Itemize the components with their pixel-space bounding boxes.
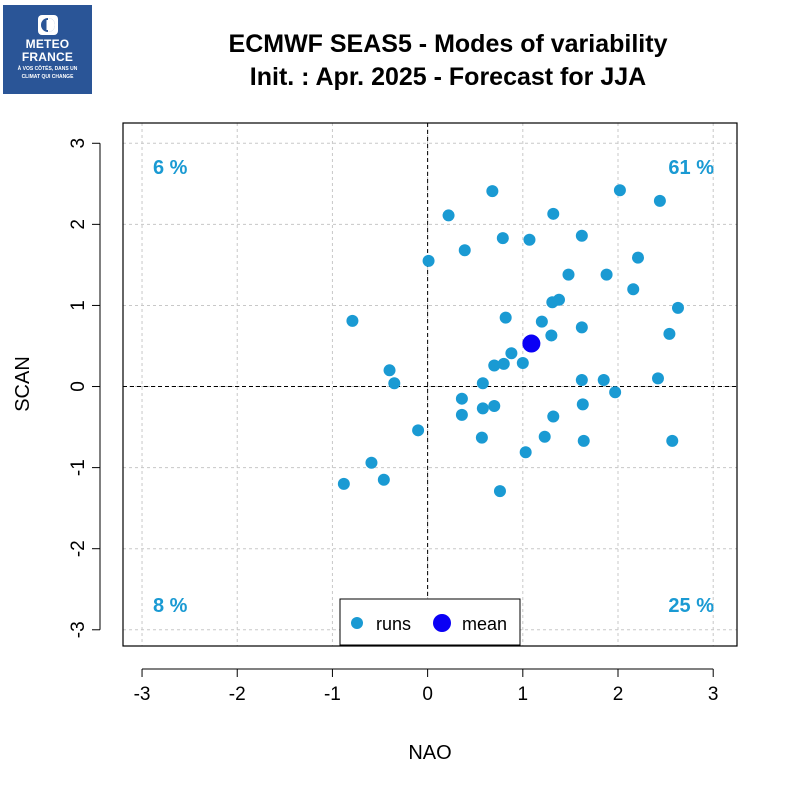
run-point [505,347,518,360]
y-tick-label: 3 [68,138,89,149]
run-point [337,477,350,490]
run-point [577,434,590,447]
y-axis: -3 -2 -1 0 1 2 3 [68,138,101,638]
run-point [516,357,529,370]
run-point [535,315,548,328]
mean-point [522,334,541,353]
legend-runs-marker [351,617,363,629]
run-point [412,424,425,437]
x-axis: -3 -2 -1 0 1 2 3 [134,668,719,705]
run-point [488,399,501,412]
run-point [562,268,575,281]
run-point [499,311,512,324]
x-tick-label: -2 [229,684,246,705]
logo-tagline-2: CLIMAT QUI CHANGE [21,74,74,80]
run-point [486,185,499,198]
run-point [613,184,626,197]
run-point [631,251,644,264]
legend-box [339,598,521,646]
run-point [496,232,509,245]
run-point [476,377,489,390]
run-point [488,359,501,372]
logo-text-meteo: METEO [25,37,70,51]
quadrant-label-top-right: 61 % [668,157,714,179]
run-point [663,327,676,340]
run-point [600,268,613,281]
y-tick-label: -2 [68,540,89,557]
run-point [545,329,558,342]
y-tick-label: -3 [68,621,89,638]
quadrant-label-top-left: 6 % [153,157,188,179]
chart-title-line-1: ECMWF SEAS5 - Modes of variability [228,30,668,58]
run-point [575,229,588,242]
x-tick-label: 0 [422,684,433,705]
x-tick-label: 2 [613,684,624,705]
grid-lines [123,123,737,646]
quadrant-label-bottom-right: 25 % [668,595,714,617]
run-point [609,386,622,399]
y-tick-label: 0 [68,381,89,392]
run-point [547,410,560,423]
run-point [575,374,588,387]
legend-mean-marker [433,614,451,632]
run-point [575,321,588,334]
x-tick-label: -3 [134,684,151,705]
run-point [365,456,378,469]
run-point [422,254,435,267]
run-point [547,207,560,220]
run-point [497,357,510,370]
data-points [337,184,684,498]
run-point [653,194,666,207]
zero-lines [123,123,737,646]
logo-tagline-1: À VOS CÔTÉS, DANS UN [17,66,78,72]
run-point [383,364,396,377]
run-point [627,283,640,296]
run-point [458,244,471,257]
run-point [552,293,565,306]
legend: runs mean [339,598,521,646]
y-tick-label: 2 [68,219,89,230]
run-point [475,431,488,444]
run-point [666,434,679,447]
meteo-france-logo: METEO FRANCE À VOS CÔTÉS, DANS UN CLIMAT… [3,5,92,94]
run-point [671,301,684,314]
run-point [519,446,532,459]
x-axis-label: NAO [408,742,451,764]
run-point [523,233,536,246]
y-tick-label: -1 [68,459,89,476]
run-point [442,209,455,222]
legend-runs-label: runs [376,614,411,634]
x-tick-label: 1 [518,684,529,705]
run-point [346,314,359,327]
run-point [597,374,610,387]
run-point [576,398,589,411]
x-tick-label: -1 [324,684,341,705]
chart-title-line-2: Init. : Apr. 2025 - Forecast for JJA [249,63,647,91]
legend-mean-label: mean [462,614,507,634]
run-point [377,473,390,486]
logo-emblem-icon [37,15,58,35]
run-point [455,408,468,421]
run-point [493,485,506,498]
logo-text-france: FRANCE [21,50,74,64]
run-point [538,430,551,443]
run-point [388,377,401,390]
x-tick-label: 3 [708,684,719,705]
plot-frame [122,122,738,647]
quadrant-label-bottom-left: 8 % [153,595,188,617]
y-axis-label: SCAN [12,356,34,412]
run-point [455,392,468,405]
run-point [476,402,489,415]
run-point [651,372,664,385]
y-tick-label: 1 [68,300,89,311]
